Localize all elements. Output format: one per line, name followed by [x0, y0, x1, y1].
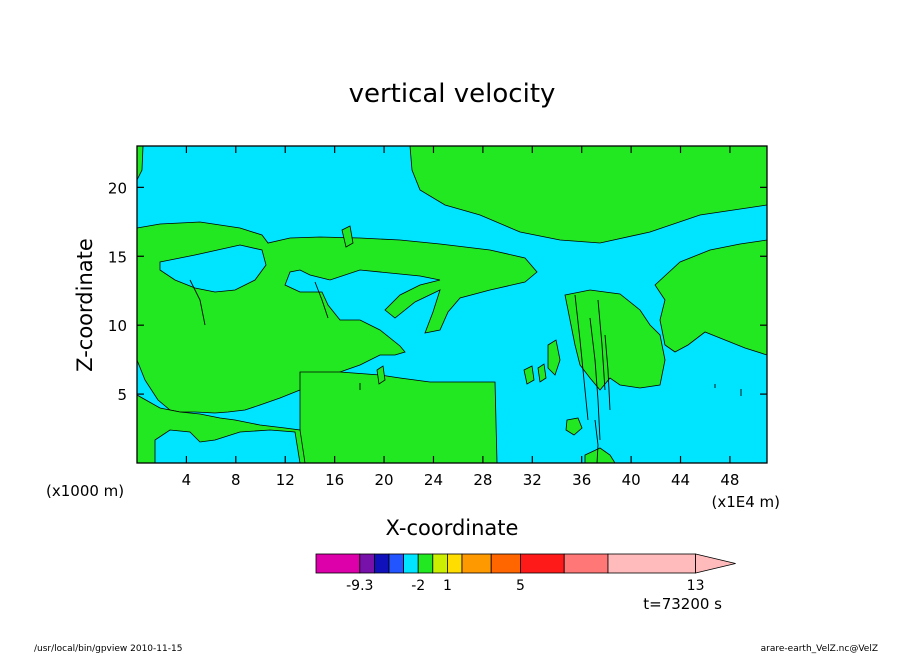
colorbar-swatch — [446, 553, 463, 574]
x-tick-label: 36 — [572, 471, 591, 489]
footer-left: /usr/local/bin/gpview 2010-11-15 — [34, 644, 182, 654]
colorbar-label: -9.3 — [346, 578, 373, 594]
x-tick-label: 28 — [473, 471, 492, 489]
colorbar-label: -2 — [411, 578, 425, 594]
x-tick-label: 32 — [523, 471, 542, 489]
y-axis-ticks: 5 10 15 20 — [108, 179, 767, 404]
colorbar-swatch — [417, 553, 434, 574]
positive-region — [523, 365, 535, 385]
colorbar-arrow — [695, 553, 736, 574]
x-tick-label: 8 — [231, 471, 241, 489]
colorbar-swatch — [520, 553, 565, 574]
colorbar-swatch — [373, 553, 390, 574]
plot-frame — [136, 145, 768, 464]
positive-region — [564, 289, 666, 391]
positive-region — [537, 363, 547, 383]
positive-region — [654, 239, 767, 356]
x-axis-label: X-coordinate — [386, 516, 519, 540]
contour-fills — [137, 146, 767, 463]
colorbar-label: 5 — [516, 578, 525, 594]
contour-lines — [189, 279, 742, 463]
negative-pocket — [154, 429, 301, 463]
x-axis-ticks: 4 8 12 16 20 24 28 32 36 40 44 48 — [182, 146, 739, 489]
colorbar-swatch — [388, 553, 405, 574]
x-unit-left: (x1000 m) — [46, 482, 124, 500]
x-unit-right: (x1E4 m) — [711, 493, 780, 511]
chart-title: vertical velocity — [349, 79, 556, 109]
positive-region — [376, 365, 386, 385]
x-tick-label: 48 — [720, 471, 739, 489]
positive-region — [547, 339, 561, 376]
positive-region — [137, 146, 144, 181]
x-tick-label: 24 — [424, 471, 443, 489]
y-tick-label: 20 — [108, 179, 127, 197]
colorbar-swatch — [563, 553, 609, 574]
time-label: t=73200 s — [643, 595, 722, 613]
colorbar-swatch — [432, 553, 448, 574]
colorbar-swatch — [359, 553, 375, 574]
colorbar-swatch — [315, 553, 361, 574]
colorbar-label: 13 — [687, 578, 705, 594]
positive-region — [341, 225, 354, 248]
positive-region — [409, 146, 767, 244]
x-tick-label: 4 — [182, 471, 192, 489]
colorbar-swatch — [461, 553, 492, 574]
positive-region — [565, 417, 583, 436]
footer-right: arare-earth_VelZ.nc@VelZ — [761, 644, 878, 654]
x-tick-label: 12 — [276, 471, 295, 489]
x-tick-label: 16 — [325, 471, 344, 489]
colorbar: -9.3 -2 1 5 13 — [315, 553, 736, 594]
colorbar-swatch — [607, 553, 696, 574]
x-tick-label: 20 — [375, 471, 394, 489]
positive-region — [299, 371, 498, 463]
x-tick-label: 40 — [622, 471, 641, 489]
x-tick-label: 44 — [671, 471, 690, 489]
y-tick-label: 15 — [108, 248, 127, 266]
negative-pocket — [159, 244, 267, 293]
y-axis-label: Z-coordinate — [73, 238, 97, 372]
colorbar-label: 1 — [443, 578, 452, 594]
colorbar-swatch — [403, 553, 419, 574]
y-tick-label: 5 — [117, 386, 127, 404]
colorbar-swatch — [490, 553, 521, 574]
y-tick-label: 10 — [108, 317, 127, 335]
